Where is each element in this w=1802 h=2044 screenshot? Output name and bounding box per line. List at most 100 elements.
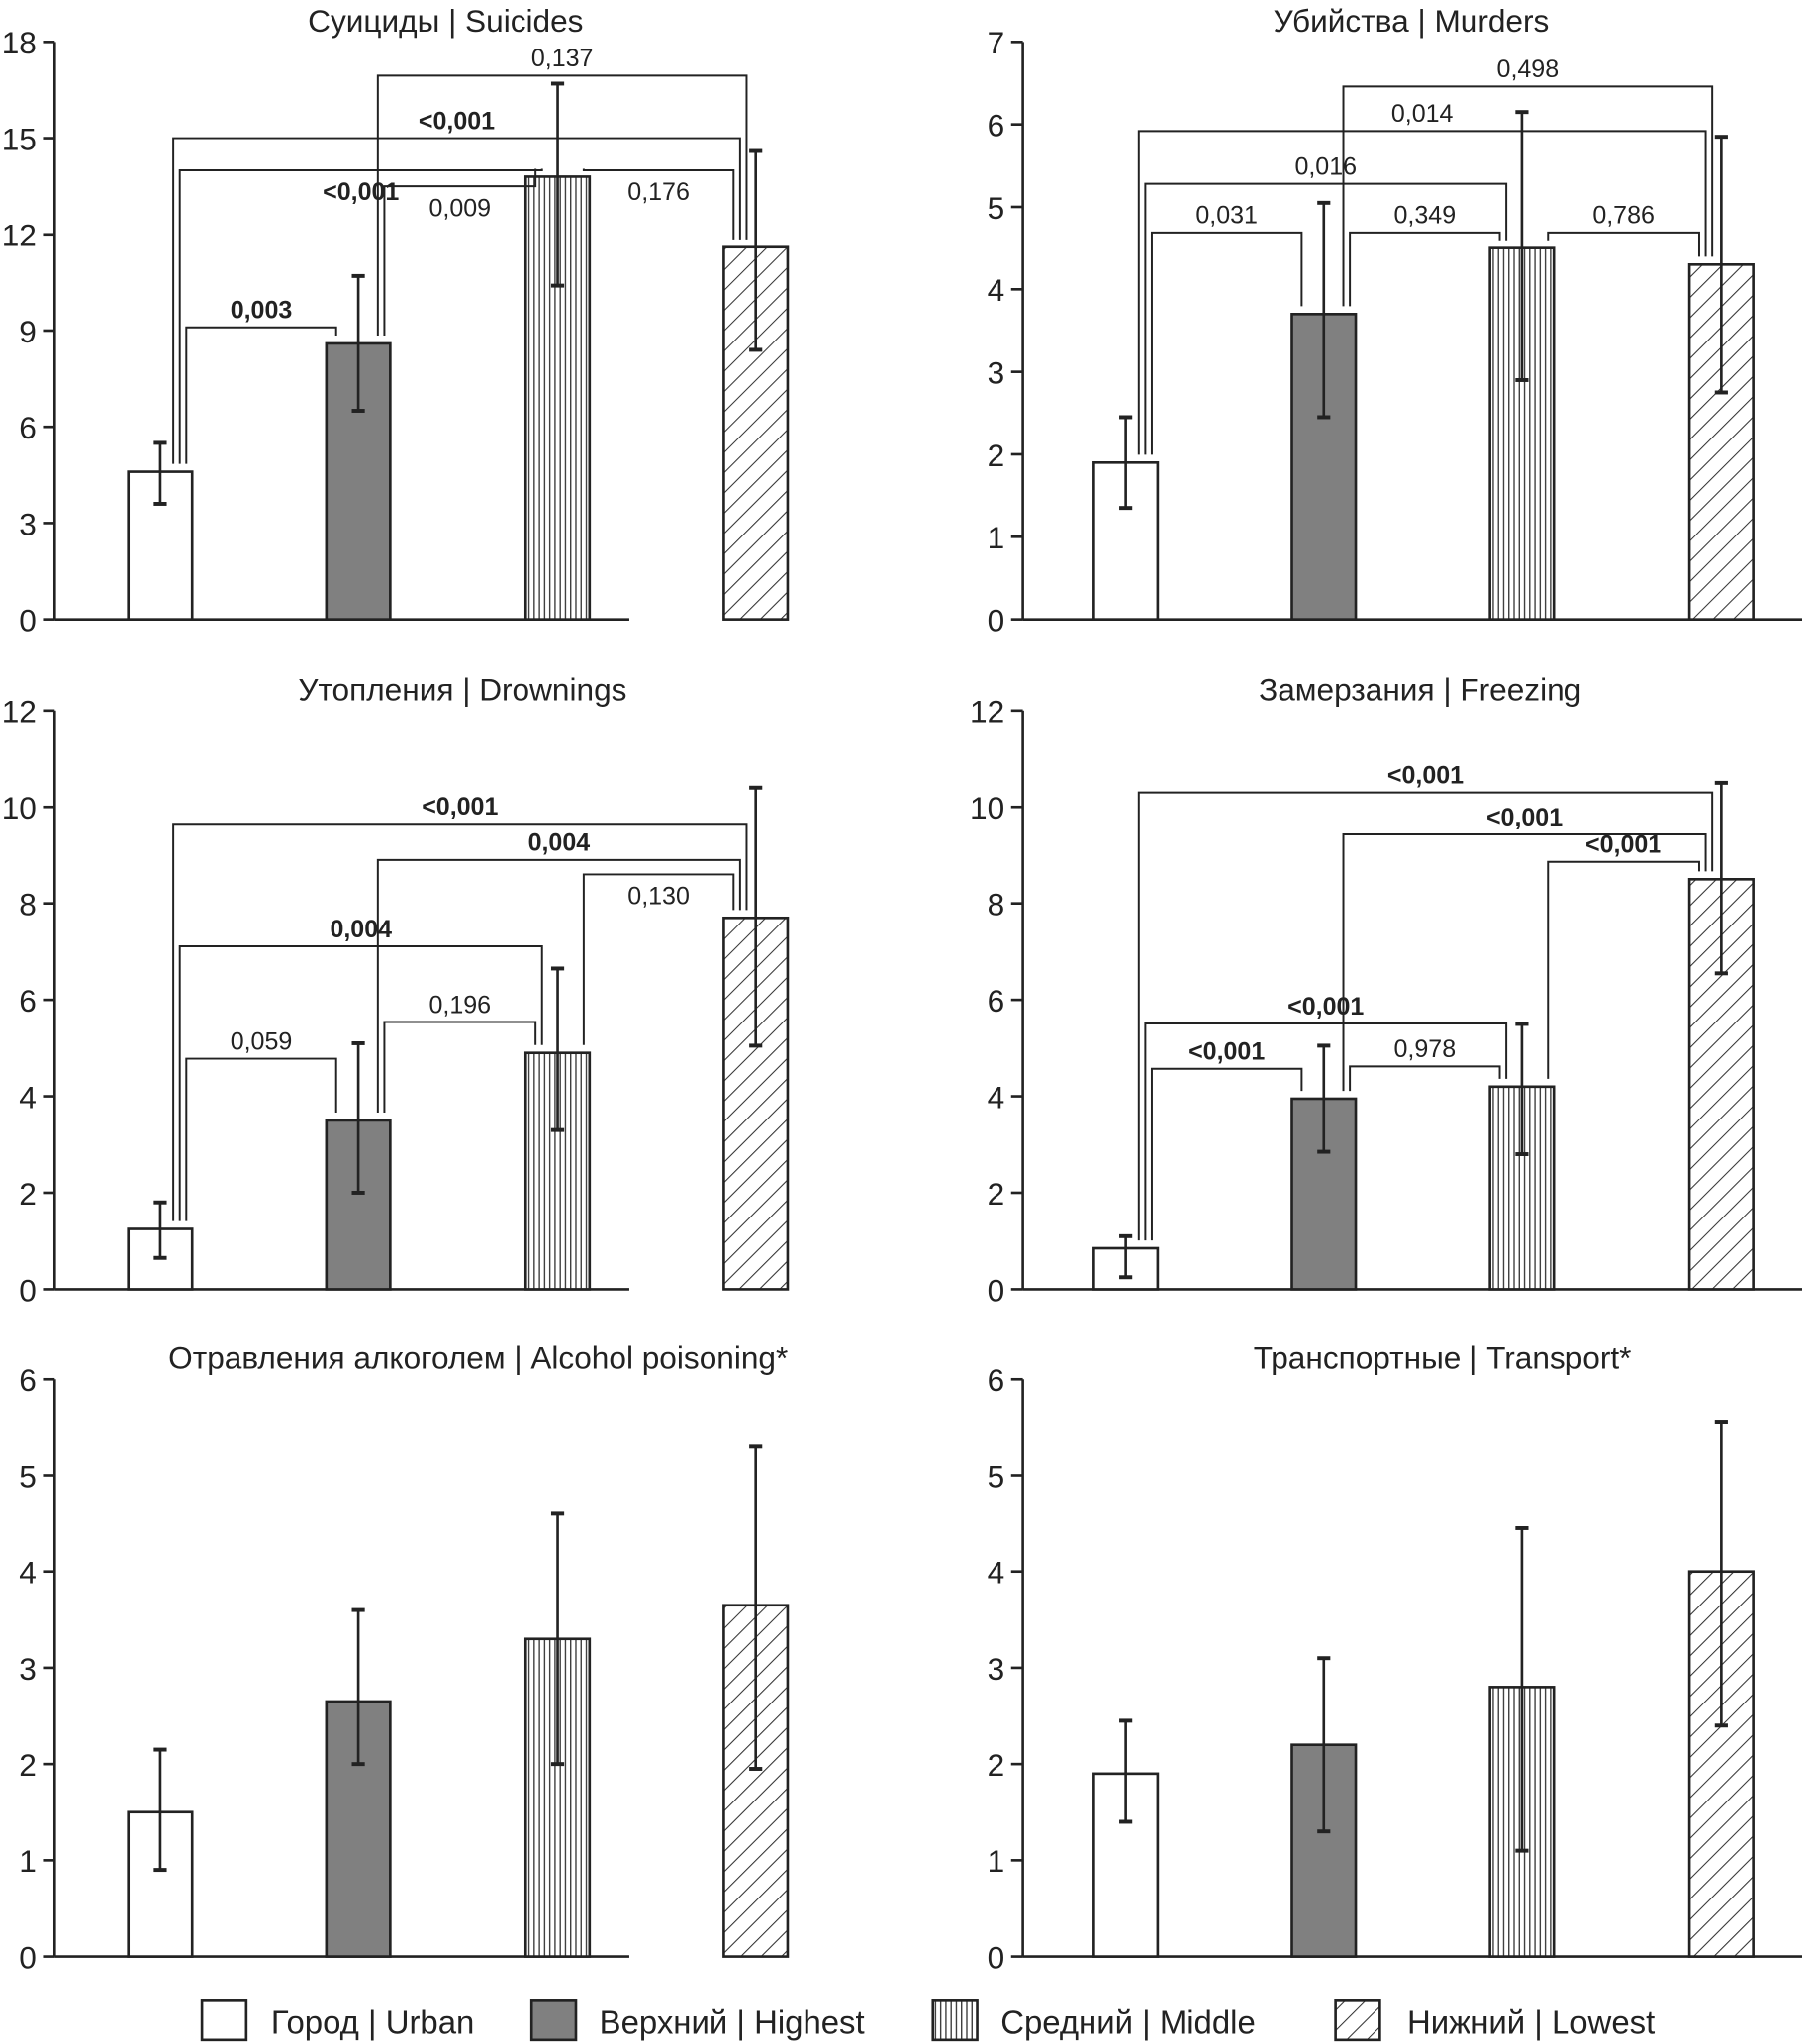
significance-bracket: <0,001 bbox=[1137, 761, 1714, 1241]
p-value-label: <0,001 bbox=[422, 793, 498, 821]
legend: Город | Urban Верхний | Highest Средний | … bbox=[200, 1999, 1655, 2042]
p-value-label: <0,001 bbox=[1387, 761, 1464, 789]
p-value-label: <0,001 bbox=[419, 107, 495, 135]
error-bar bbox=[1317, 1043, 1331, 1154]
y-tick-label: 6 bbox=[988, 983, 1005, 1019]
bracket-line bbox=[1144, 182, 1508, 455]
error-bar bbox=[1317, 1656, 1331, 1834]
y-tick-label: 6 bbox=[19, 410, 37, 445]
y-tick-label: 0 bbox=[988, 1272, 1005, 1308]
legend-item: Город | Urban bbox=[200, 1999, 474, 2042]
y-tick-label: 0 bbox=[19, 602, 37, 637]
p-value-label: <0,001 bbox=[1287, 993, 1364, 1021]
chart-panel: Замерзания | Freezing 0 2 4 6 8 10 12 <0,001 0,97… bbox=[970, 671, 1802, 1308]
chart-panel: Утопления | Drownings 0 2 4 6 8 10 12 0,059 0,196… bbox=[2, 671, 790, 1308]
significance-bracket: 0,176 bbox=[582, 168, 735, 240]
error-bar bbox=[1119, 415, 1133, 511]
legend-item: Средний | Middle bbox=[931, 1999, 1256, 2042]
p-value-label: 0,498 bbox=[1497, 55, 1560, 83]
bracket-line bbox=[1342, 833, 1707, 1092]
significance-bracket: 0,004 bbox=[178, 916, 543, 1221]
legend-swatch bbox=[200, 1999, 248, 2042]
bracket-line bbox=[1349, 231, 1501, 307]
significance-bracket: 0,009 bbox=[383, 168, 537, 337]
p-value-label: 0,978 bbox=[1394, 1035, 1457, 1063]
y-tick-label: 3 bbox=[988, 355, 1005, 391]
significance-bracket: 0,004 bbox=[376, 829, 741, 1114]
p-value-label: 0,786 bbox=[1592, 202, 1655, 230]
chart-panel: Отравления алкоголем | Alcohol poisoning… bbox=[19, 1340, 790, 1975]
significance-bracket: <0,001 bbox=[172, 793, 748, 1221]
p-value-label: 0,014 bbox=[1391, 100, 1454, 128]
legend-item: Нижний | Lowest bbox=[1334, 1999, 1655, 2042]
chart-panel: Суициды | Suicides 0 3 6 9 12 15 18 0,003 0,009 <0… bbox=[2, 3, 790, 637]
significance-bracket: 0,498 bbox=[1342, 55, 1714, 307]
chart-panel: Убийства | Murders 0 1 2 3 4 5 6 7 0,031 0,349 0,78… bbox=[988, 3, 1802, 637]
y-tick-label: 1 bbox=[988, 1843, 1005, 1879]
bracket-line bbox=[376, 74, 748, 337]
legend-label: Нижний | Lowest bbox=[1407, 2003, 1655, 2040]
significance-bracket: 0,016 bbox=[1144, 152, 1508, 455]
y-tick-label: 6 bbox=[19, 983, 37, 1019]
y-tick-label: 6 bbox=[988, 108, 1005, 144]
p-value-label: <0,001 bbox=[323, 178, 399, 206]
bracket-line bbox=[1137, 791, 1714, 1241]
legend-swatch bbox=[529, 1999, 578, 2042]
y-tick-label: 4 bbox=[988, 272, 1005, 308]
chart-title: Транспортные | Transport* bbox=[1254, 1340, 1632, 1376]
bracket-line bbox=[376, 858, 741, 1114]
error-bar bbox=[1119, 1233, 1133, 1280]
y-tick-label: 15 bbox=[2, 121, 37, 156]
bracket-line bbox=[383, 168, 537, 337]
significance-bracket: 0,059 bbox=[185, 1027, 337, 1221]
y-tick-label: 4 bbox=[19, 1079, 37, 1115]
significance-bracket: 0,003 bbox=[185, 297, 337, 464]
significance-bracket: 0,978 bbox=[1349, 1035, 1501, 1092]
y-tick-label: 10 bbox=[2, 790, 37, 826]
bracket-line bbox=[185, 1057, 337, 1221]
p-value-label: <0,001 bbox=[1486, 804, 1563, 831]
p-value-label: 0,009 bbox=[429, 194, 492, 222]
error-bar bbox=[351, 1607, 365, 1767]
y-tick-label: 12 bbox=[2, 694, 37, 730]
bracket-line bbox=[178, 168, 543, 464]
bracket-line bbox=[1150, 231, 1303, 455]
y-tick-label: 1 bbox=[19, 1843, 37, 1879]
y-tick-label: 12 bbox=[2, 218, 37, 253]
error-bar bbox=[1714, 780, 1728, 976]
error-bar bbox=[153, 440, 167, 506]
y-tick-label: 4 bbox=[988, 1079, 1005, 1115]
y-tick-label: 10 bbox=[970, 790, 1004, 826]
bracket-line bbox=[1547, 231, 1700, 257]
p-value-label: 0,016 bbox=[1294, 152, 1357, 180]
y-tick-label: 2 bbox=[988, 1747, 1005, 1783]
y-tick-label: 5 bbox=[988, 1458, 1005, 1494]
p-value-label: 0,196 bbox=[429, 991, 492, 1019]
p-value-label: 0,003 bbox=[231, 297, 293, 325]
legend-swatch bbox=[1334, 1999, 1381, 2042]
y-tick-label: 8 bbox=[988, 887, 1005, 923]
p-value-label: <0,001 bbox=[1585, 831, 1661, 859]
significance-bracket: <0,001 bbox=[1144, 993, 1508, 1241]
chart-title: Отравления алкоголем | Alcohol poisoning… bbox=[168, 1340, 788, 1376]
p-value-label: 0,176 bbox=[627, 178, 690, 206]
significance-bracket: <0,001 bbox=[172, 107, 741, 464]
y-tick-label: 2 bbox=[988, 1176, 1005, 1212]
y-tick-label: 8 bbox=[19, 887, 37, 923]
chart-title: Убийства | Murders bbox=[1274, 3, 1550, 39]
y-tick-label: 3 bbox=[19, 506, 37, 541]
error-bar bbox=[153, 1747, 167, 1873]
error-bar bbox=[749, 1444, 763, 1771]
y-tick-label: 0 bbox=[19, 1939, 37, 1975]
significance-bracket: 0,349 bbox=[1349, 202, 1501, 307]
legend-label: Средний | Middle bbox=[1000, 2003, 1256, 2040]
error-bar bbox=[1714, 1420, 1728, 1728]
error-bar bbox=[550, 1511, 565, 1767]
p-value-label: 0,004 bbox=[330, 916, 392, 943]
legend-swatch bbox=[931, 1999, 979, 2042]
significance-bracket: 0,137 bbox=[376, 45, 748, 337]
significance-bracket: 0,014 bbox=[1137, 100, 1707, 455]
y-tick-label: 9 bbox=[19, 314, 37, 349]
y-tick-label: 3 bbox=[19, 1651, 37, 1687]
